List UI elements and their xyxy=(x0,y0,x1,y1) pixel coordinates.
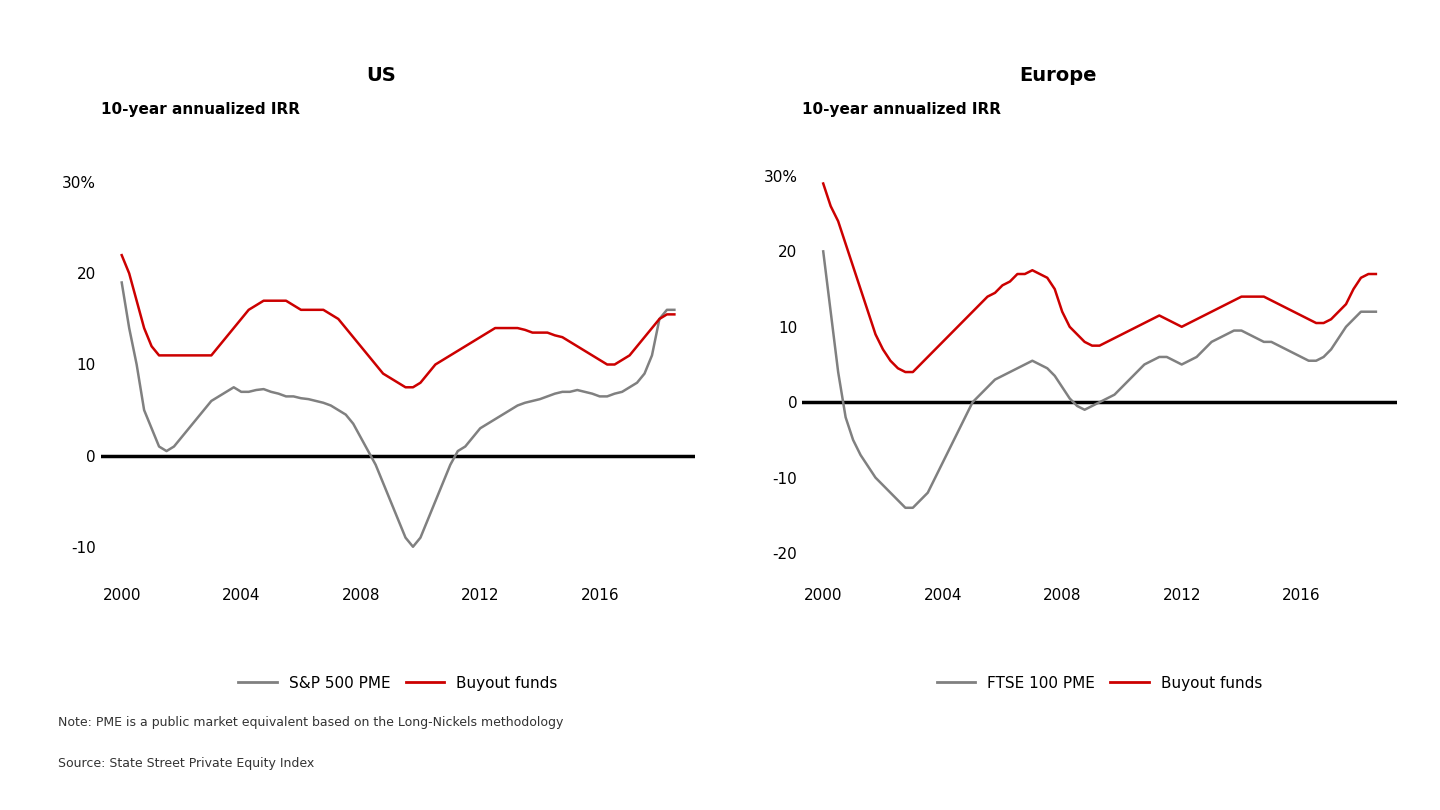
Text: US: US xyxy=(367,66,396,85)
Text: 10-year annualized IRR: 10-year annualized IRR xyxy=(101,102,300,117)
Legend: S&P 500 PME, Buyout funds: S&P 500 PME, Buyout funds xyxy=(232,670,563,697)
Text: Source: State Street Private Equity Index: Source: State Street Private Equity Inde… xyxy=(58,757,314,770)
Text: Europe: Europe xyxy=(1020,66,1097,85)
Text: 10-year annualized IRR: 10-year annualized IRR xyxy=(802,102,1001,117)
Legend: FTSE 100 PME, Buyout funds: FTSE 100 PME, Buyout funds xyxy=(930,670,1269,697)
Text: Note: PME is a public market equivalent based on the Long-Nickels methodology: Note: PME is a public market equivalent … xyxy=(58,716,563,729)
